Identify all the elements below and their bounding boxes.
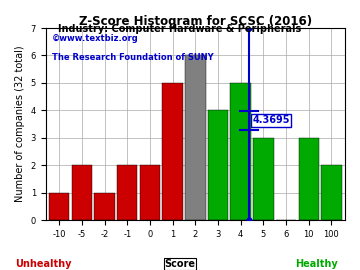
Text: ©www.textbiz.org: ©www.textbiz.org (51, 34, 138, 43)
Bar (185, 55, 206, 220)
Bar (298, 138, 319, 220)
Bar (230, 83, 251, 220)
Text: The Research Foundation of SUNY: The Research Foundation of SUNY (51, 53, 213, 62)
Bar (321, 165, 342, 220)
Bar (94, 193, 115, 220)
Bar (253, 138, 274, 220)
Bar (208, 110, 228, 220)
Bar (117, 165, 138, 220)
Bar (49, 193, 69, 220)
Text: Industry: Computer Hardware & Peripherals: Industry: Computer Hardware & Peripheral… (58, 24, 302, 34)
Bar (72, 165, 92, 220)
Text: 4.3695: 4.3695 (252, 115, 290, 125)
Bar (140, 165, 160, 220)
Title: Z-Score Histogram for SCSC (2016): Z-Score Histogram for SCSC (2016) (79, 15, 312, 28)
Bar (162, 83, 183, 220)
Text: Unhealthy: Unhealthy (15, 259, 71, 269)
Y-axis label: Number of companies (32 total): Number of companies (32 total) (15, 46, 25, 202)
Text: Score: Score (165, 259, 195, 269)
Text: Healthy: Healthy (296, 259, 338, 269)
